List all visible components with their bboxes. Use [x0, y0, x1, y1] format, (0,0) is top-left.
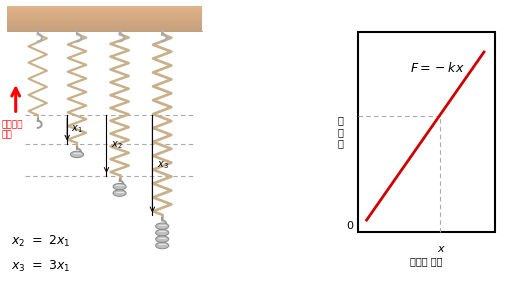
Text: $x_3$: $x_3$: [157, 159, 168, 171]
Bar: [7, 20, 202, 21]
Bar: [7, 16, 202, 17]
Ellipse shape: [113, 183, 126, 190]
Bar: [7, 25, 202, 26]
Bar: [7, 17, 202, 18]
Ellipse shape: [113, 190, 126, 196]
Ellipse shape: [71, 151, 83, 158]
Bar: [7, 28, 202, 30]
Bar: [7, 11, 202, 12]
Text: $x_2 \ = \ 2x_1$: $x_2 \ = \ 2x_1$: [11, 234, 71, 249]
Ellipse shape: [156, 236, 169, 242]
Bar: [7, 22, 202, 23]
Text: $x_3 \ = \ 3x_1$: $x_3 \ = \ 3x_1$: [11, 259, 71, 274]
Bar: [7, 12, 202, 13]
Bar: [7, 23, 202, 25]
Text: 탄성력의
방향: 탄성력의 방향: [2, 120, 23, 139]
Text: $x_2$: $x_2$: [111, 139, 122, 151]
Bar: [7, 13, 202, 15]
Bar: [7, 26, 202, 27]
Bar: [358, 32, 495, 232]
Ellipse shape: [156, 229, 169, 236]
Ellipse shape: [156, 223, 169, 229]
Text: 탄
성
력: 탄 성 력: [338, 115, 344, 149]
Bar: [7, 7, 202, 8]
Bar: [7, 21, 202, 22]
Bar: [7, 27, 202, 28]
Bar: [7, 30, 202, 31]
Text: $x_1$: $x_1$: [72, 123, 83, 135]
Bar: [7, 8, 202, 10]
Text: $x$: $x$: [437, 244, 446, 254]
Bar: [7, 6, 202, 7]
Text: 0: 0: [347, 221, 354, 231]
Bar: [7, 15, 202, 16]
Bar: [7, 18, 202, 20]
Text: 변형된 길이: 변형된 길이: [411, 256, 443, 266]
Bar: [7, 10, 202, 11]
Ellipse shape: [156, 242, 169, 249]
Text: $F = -kx$: $F = -kx$: [410, 61, 465, 75]
